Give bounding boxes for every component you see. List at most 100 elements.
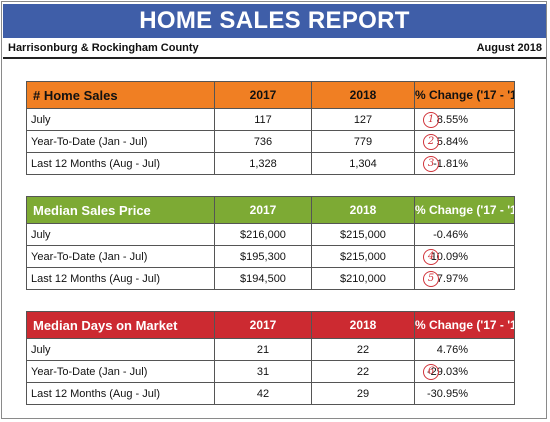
value-2017: 1,328 (214, 152, 312, 175)
value-2018-text: 779 (353, 135, 373, 148)
row-label-text: Last 12 Months (Aug - Jul) (31, 272, 161, 285)
percent-change-text: 10.09% (430, 250, 468, 263)
value-2018: 779 (311, 130, 415, 153)
table-row: Last 12 Months (Aug - Jul) 42 29 -30.95% (26, 382, 515, 405)
value-2018: 127 (311, 108, 415, 131)
value-2017-text: 1,328 (249, 157, 277, 170)
percent-change: -30.95% (414, 382, 515, 405)
days-on-market-table: Median Days on Market 2017 2018 % Change… (26, 311, 515, 405)
percent-change-text: 7.97% (436, 272, 468, 285)
row-label: Year-To-Date (Jan - Jul) (26, 130, 215, 153)
percent-change: 4 10.09% (414, 245, 515, 268)
row-label: Last 12 Months (Aug - Jul) (26, 267, 215, 290)
percent-change-text: 8.55% (436, 113, 468, 126)
header-divider (3, 57, 546, 59)
row-label: Last 12 Months (Aug - Jul) (26, 382, 215, 405)
value-2018-text: $215,000 (340, 228, 386, 241)
row-label-text: July (31, 228, 51, 241)
row-label-text: Year-To-Date (Jan - Jul) (31, 135, 148, 148)
row-label: July (26, 338, 215, 361)
value-2017: 117 (214, 108, 312, 131)
report-body: # Home Sales 2017 2018 % Change ('17 - '… (3, 60, 546, 417)
row-label: Year-To-Date (Jan - Jul) (26, 360, 215, 383)
column-header-2018: 2018 (311, 81, 415, 109)
column-header-2018: 2018 (311, 196, 415, 224)
circled-number-annotation: 2 (423, 134, 439, 150)
row-label-text: Last 12 Months (Aug - Jul) (31, 157, 161, 170)
column-header-2017: 2017 (214, 196, 312, 224)
value-2017-text: 42 (256, 387, 270, 400)
value-2017-text: $195,300 (240, 250, 286, 263)
column-header-change: % Change ('17 - '18) (414, 81, 515, 109)
column-header-2017: 2017 (214, 311, 312, 339)
value-2017-text: $216,000 (240, 228, 286, 241)
value-2018-text: $215,000 (340, 250, 386, 263)
value-2017: $195,300 (214, 245, 312, 268)
region-label: Harrisonburg & Rockingham County (8, 42, 199, 54)
percent-change-text: -30.95% (427, 387, 468, 400)
circled-number-annotation: 4 (423, 249, 439, 265)
value-2017-text: 21 (256, 343, 270, 356)
table-title: Median Days on Market (26, 311, 215, 339)
row-label: July (26, 223, 215, 246)
table-header-row: Median Days on Market 2017 2018 % Change… (26, 311, 515, 339)
row-label: Year-To-Date (Jan - Jul) (26, 245, 215, 268)
column-header-2018: 2018 (311, 311, 415, 339)
value-2017: 21 (214, 338, 312, 361)
circled-number-annotation: 6 (423, 364, 439, 380)
value-2017: $216,000 (214, 223, 312, 246)
value-2017-text: 117 (254, 113, 272, 126)
table-title: Median Sales Price (26, 196, 215, 224)
value-2017-text: 736 (253, 135, 273, 148)
value-2018-text: 29 (356, 387, 370, 400)
percent-change: 4.76% (414, 338, 515, 361)
value-2018: 22 (311, 360, 415, 383)
value-2018: 1,304 (311, 152, 415, 175)
percent-change: 6 -29.03% (414, 360, 515, 383)
row-label-text: July (31, 113, 51, 126)
value-2018-text: $210,000 (340, 272, 386, 285)
value-2017: 736 (214, 130, 312, 153)
percent-change: 3 -1.81% (414, 152, 515, 175)
period-label: August 2018 (476, 42, 542, 54)
table-row: Last 12 Months (Aug - Jul) $194,500 $210,0… (26, 267, 515, 290)
table-row: Year-To-Date (Jan - Jul) $195,300 $215,000… (26, 245, 515, 268)
row-label: July (26, 108, 215, 131)
table-row: July $216,000 $215,000 -0.46% (26, 223, 515, 246)
table-title: # Home Sales (26, 81, 215, 109)
row-label: Last 12 Months (Aug - Jul) (26, 152, 215, 175)
value-2018-text: 22 (356, 343, 370, 356)
table-row: July 117 127 1 8.55% (26, 108, 515, 131)
value-2018-text: 127 (353, 113, 373, 126)
circled-number-annotation: 5 (423, 271, 439, 287)
median-price-table: Median Sales Price 2017 2018 % Change ('… (26, 196, 515, 290)
percent-change: 1 8.55% (414, 108, 515, 131)
value-2018-text: 22 (356, 365, 370, 378)
value-2018: $210,000 (311, 267, 415, 290)
percent-change: 2 5.84% (414, 130, 515, 153)
row-label-text: Year-To-Date (Jan - Jul) (31, 365, 148, 378)
table-header-row: # Home Sales 2017 2018 % Change ('17 - '… (26, 81, 515, 109)
column-header-change: % Change ('17 - '18) (414, 196, 515, 224)
value-2018: $215,000 (311, 245, 415, 268)
table-row: Last 12 Months (Aug - Jul) 1,328 1,304 3 -1.… (26, 152, 515, 175)
percent-change: 5 7.97% (414, 267, 515, 290)
row-label-text: Year-To-Date (Jan - Jul) (31, 250, 148, 263)
value-2017: 42 (214, 382, 312, 405)
row-label-text: Last 12 Months (Aug - Jul) (31, 387, 161, 400)
column-header-2017: 2017 (214, 81, 312, 109)
percent-change-text: -0.46% (433, 228, 468, 241)
percent-change-text: 5.84% (436, 135, 468, 148)
percent-change: -0.46% (414, 223, 515, 246)
report-title: HOME SALES REPORT (3, 4, 546, 38)
circled-number-annotation: 1 (423, 112, 439, 128)
percent-change-text: 4.76% (436, 343, 468, 356)
value-2018-text: 1,304 (349, 157, 377, 170)
value-2018: 29 (311, 382, 415, 405)
value-2017: $194,500 (214, 267, 312, 290)
table-header-row: Median Sales Price 2017 2018 % Change ('… (26, 196, 515, 224)
table-row: Year-To-Date (Jan - Jul) 31 22 6 -29.03% (26, 360, 515, 383)
circled-number-annotation: 3 (423, 156, 439, 172)
value-2017-text: $194,500 (240, 272, 286, 285)
